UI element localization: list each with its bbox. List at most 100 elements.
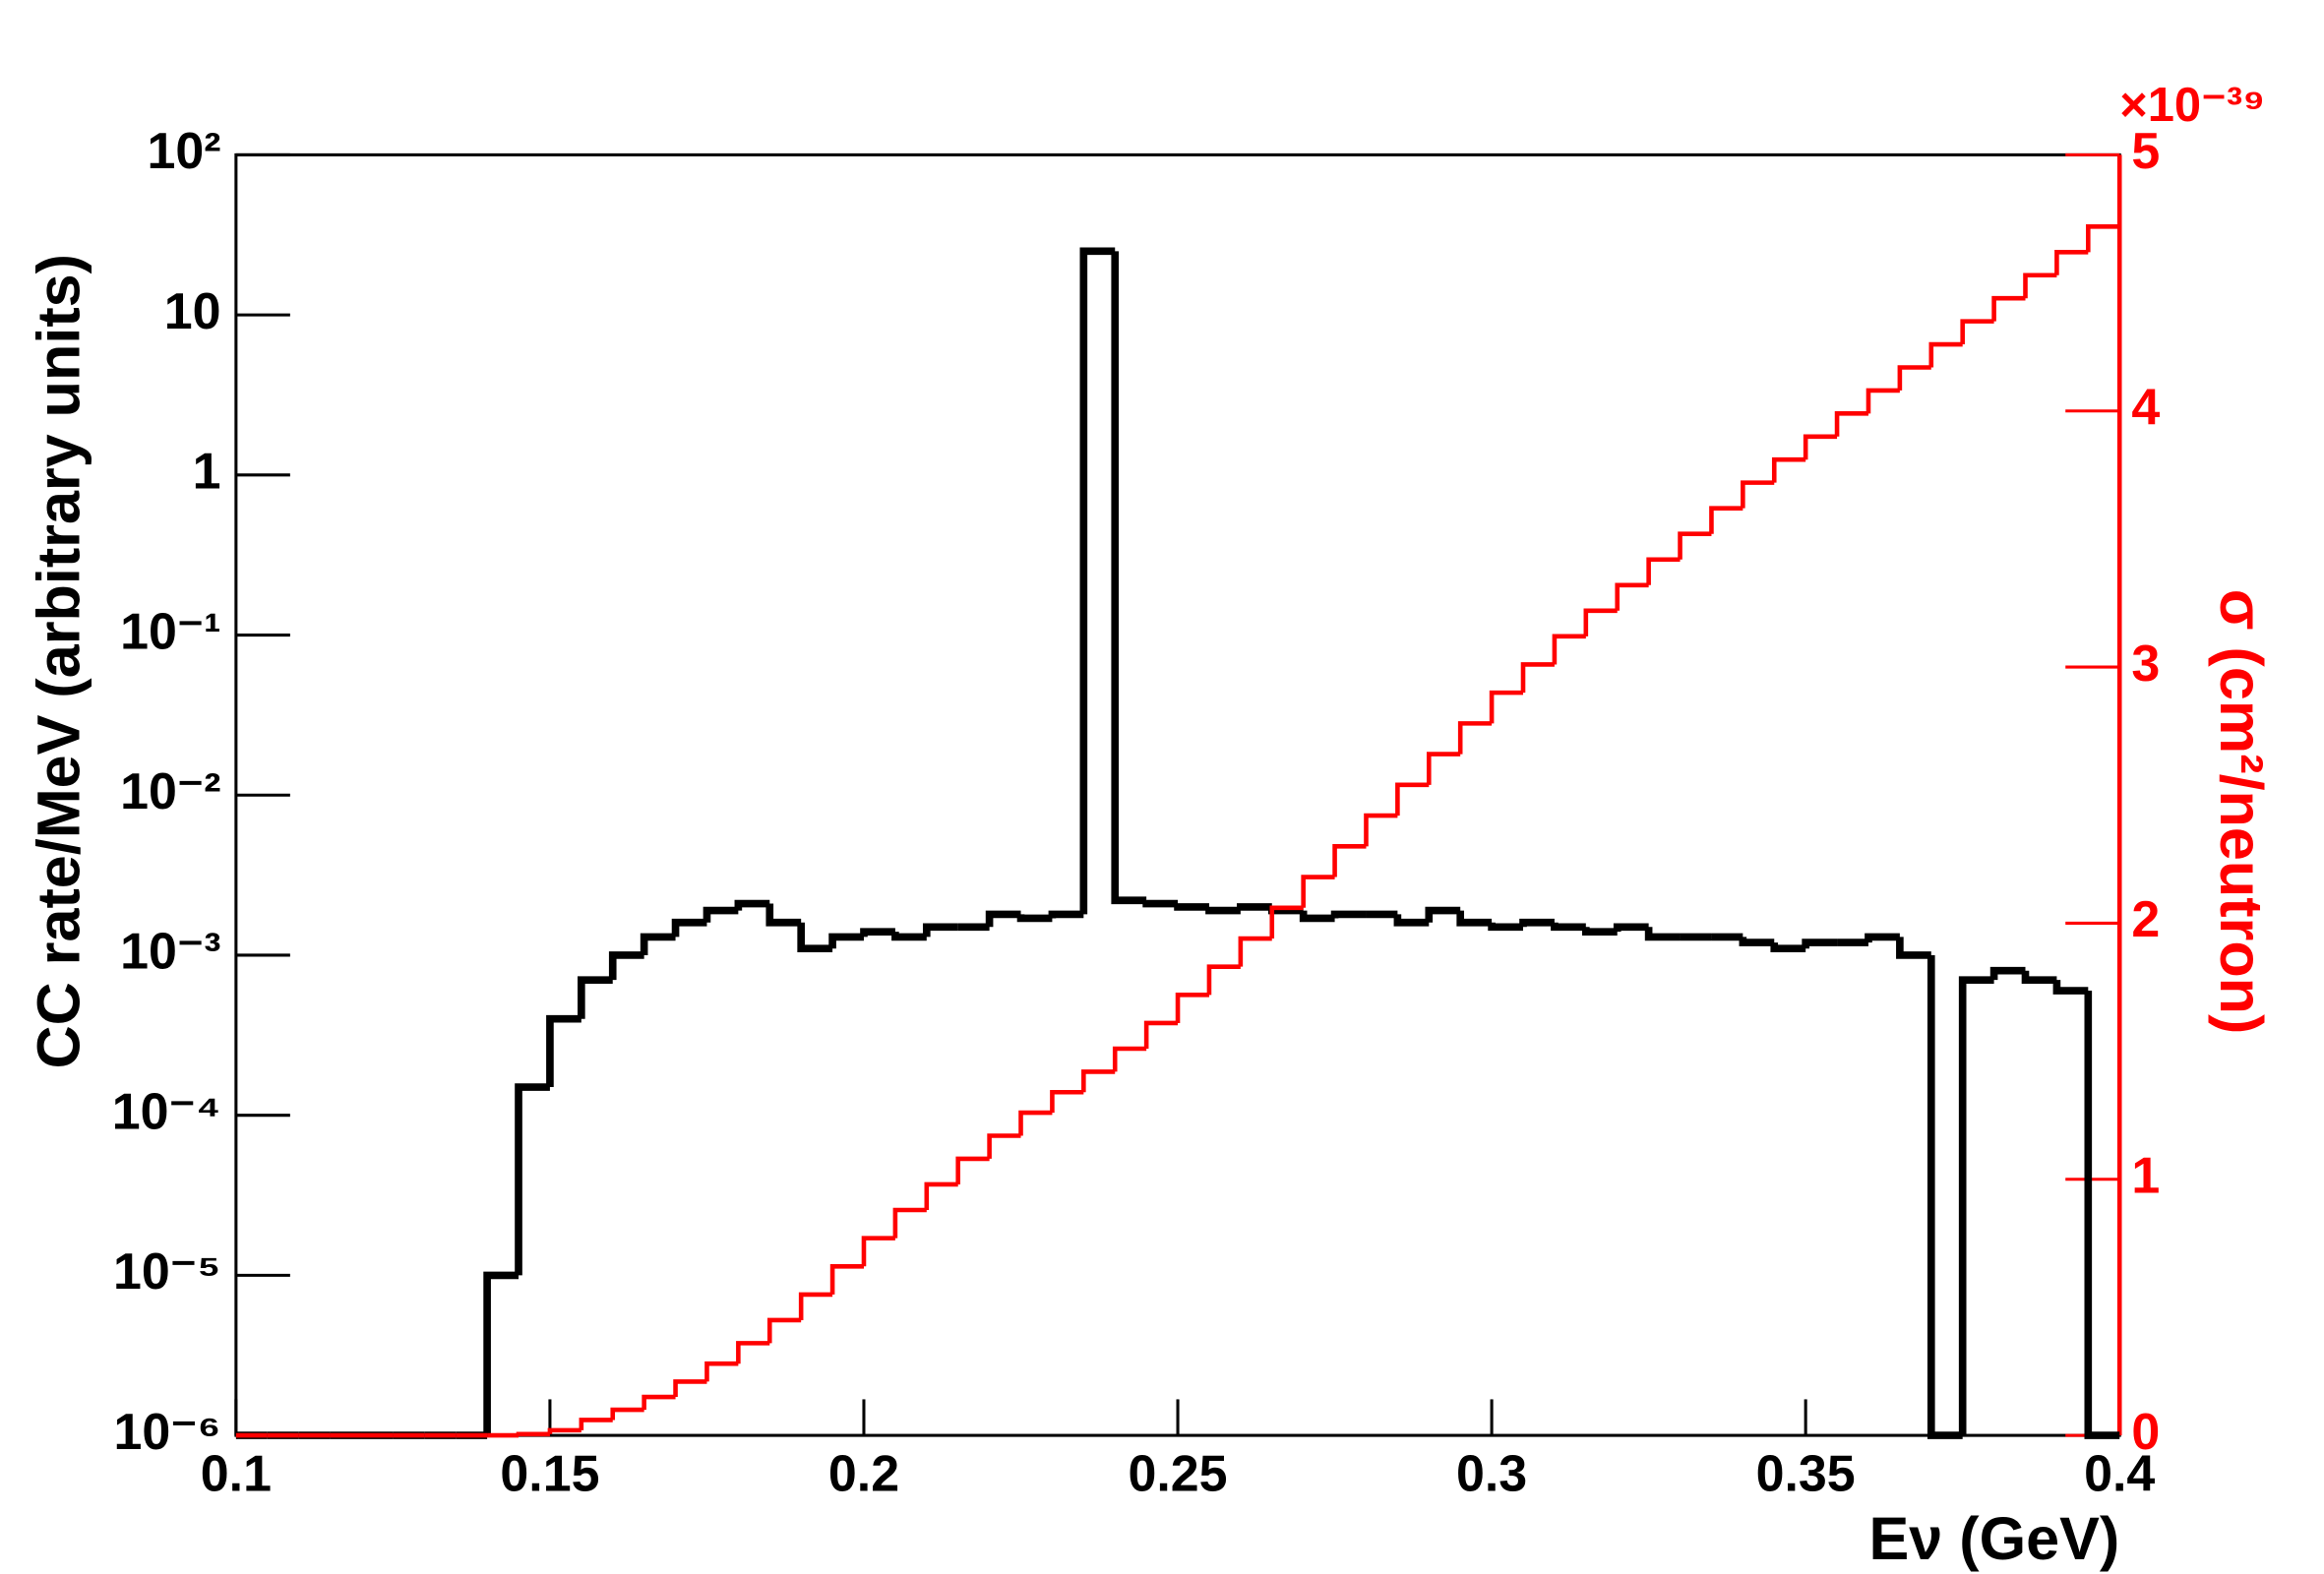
histogram-bin xyxy=(2084,991,2120,1439)
histogram-bin xyxy=(1016,914,1053,923)
histogram-bin xyxy=(703,906,739,923)
histogram-bin xyxy=(1583,608,1618,636)
x-tick-label: 0.3 xyxy=(1456,1446,1527,1503)
histogram-bin xyxy=(547,1427,581,1434)
histogram-bin xyxy=(798,1292,833,1320)
histogram-bin xyxy=(640,933,676,955)
y2-tick-label: 2 xyxy=(2131,891,2160,948)
histogram-bin xyxy=(1048,910,1084,919)
histogram-bin xyxy=(642,1394,676,1411)
histogram-bin xyxy=(1928,341,1963,368)
histogram-bin xyxy=(1615,582,1649,611)
histogram-bin xyxy=(736,1341,770,1364)
x-tick-label: 0.2 xyxy=(828,1446,899,1503)
histogram-bin xyxy=(1834,411,1868,437)
histogram-bin xyxy=(1174,903,1209,911)
histogram-bin xyxy=(1958,976,1994,1436)
histogram-bin xyxy=(1456,910,1493,927)
histogram-bin xyxy=(1519,918,1555,928)
histogram-bin xyxy=(1393,914,1430,927)
histogram-bin xyxy=(1991,295,2026,322)
y2-tick-label: 5 xyxy=(2131,123,2160,180)
histogram-bin xyxy=(1644,927,1681,941)
histogram-bin xyxy=(1457,721,1493,755)
histogram-bin xyxy=(860,928,895,938)
histogram-bin xyxy=(1739,937,1775,946)
histogram-bin xyxy=(1111,251,1147,905)
histogram-bin xyxy=(1175,993,1209,1023)
histogram-bin xyxy=(1205,906,1241,915)
histogram-bin xyxy=(765,903,802,927)
histogram-bin xyxy=(1332,844,1367,878)
histogram-bin xyxy=(1018,1110,1053,1136)
histogram-bin xyxy=(2054,250,2089,275)
histogram-bin xyxy=(1552,634,1586,665)
y2-tick-label: 1 xyxy=(2131,1147,2160,1204)
histogram-bin xyxy=(1237,903,1272,911)
histogram-bin xyxy=(1489,690,1524,724)
histogram-bin xyxy=(1301,875,1335,908)
histogram-bin xyxy=(1143,1020,1179,1049)
histogram-bin xyxy=(1299,910,1335,923)
histogram-bin xyxy=(578,976,613,1019)
histogram-bin xyxy=(955,1156,990,1184)
histogram-bin xyxy=(1488,922,1524,932)
histogram-bin xyxy=(892,1207,927,1239)
histogram-bin xyxy=(1142,899,1179,908)
histogram-bin xyxy=(2086,224,2120,253)
histogram-bin xyxy=(1865,388,1900,414)
histogram-bin xyxy=(987,1133,1021,1159)
x-tick-label: 0.4 xyxy=(2084,1446,2155,1503)
histogram-bin xyxy=(1741,480,1775,509)
histogram-bin xyxy=(483,1271,520,1436)
histogram-bin xyxy=(2021,970,2057,984)
y-tick-label: 10⁻⁵ xyxy=(113,1243,221,1301)
histogram-bin xyxy=(924,1181,958,1211)
histogram-bin xyxy=(766,1317,802,1344)
histogram-bin xyxy=(1802,938,1838,949)
histogram-bin xyxy=(1238,936,1272,967)
histogram-bin xyxy=(671,918,707,938)
histogram-bin xyxy=(734,899,770,911)
histogram-bin xyxy=(1050,1089,1084,1114)
histogram-bin xyxy=(1426,752,1461,785)
y-tick-label: 10⁻² xyxy=(120,763,220,820)
histogram-bin xyxy=(1803,434,1838,460)
histogram-bin xyxy=(1112,1046,1147,1072)
histogram-bin xyxy=(610,1407,644,1421)
y-tick-label: 10 xyxy=(164,283,221,340)
y-tick-label: 10⁻¹ xyxy=(120,603,220,660)
histogram-bin xyxy=(1395,782,1430,817)
histogram-bin xyxy=(1551,922,1586,932)
x-tick-label: 0.35 xyxy=(1756,1446,1856,1503)
histogram-bin xyxy=(797,922,833,953)
y2-axis-title: σ (cm²/neutron) xyxy=(2208,589,2275,1035)
x-tick-label: 0.1 xyxy=(201,1446,272,1503)
histogram-bin xyxy=(1897,365,1931,391)
y-tick-label: 10² xyxy=(148,123,221,180)
histogram-bin xyxy=(515,1083,550,1276)
histogram-bin xyxy=(546,1014,581,1088)
histogram-bin xyxy=(922,923,958,938)
histogram-bin xyxy=(579,1418,613,1430)
histogram-bin xyxy=(608,951,644,981)
histogram-bin xyxy=(2023,272,2057,299)
histogram-bin xyxy=(1960,319,1994,345)
y2-tick-label: 4 xyxy=(2131,379,2160,436)
y2-tick-label: 3 xyxy=(2131,636,2160,693)
y-axis-title: CC rate/MeV (arbitrary units) xyxy=(25,254,92,1069)
histogram-bin xyxy=(1520,662,1555,694)
histogram-bin xyxy=(1771,456,1806,483)
histogram-bin xyxy=(891,932,927,941)
histogram-bin xyxy=(704,1361,739,1382)
histogram-bin xyxy=(1865,933,1900,943)
histogram-bin xyxy=(1926,954,1963,1439)
histogram-bin xyxy=(1896,937,1931,959)
histogram-bin xyxy=(1364,813,1398,847)
histogram-bin xyxy=(1081,1069,1116,1093)
histogram-bin xyxy=(828,933,864,949)
y-tick-label: 10⁻⁴ xyxy=(112,1083,221,1140)
histogram-bin xyxy=(1269,905,1304,939)
histogram-bin xyxy=(861,1236,895,1267)
